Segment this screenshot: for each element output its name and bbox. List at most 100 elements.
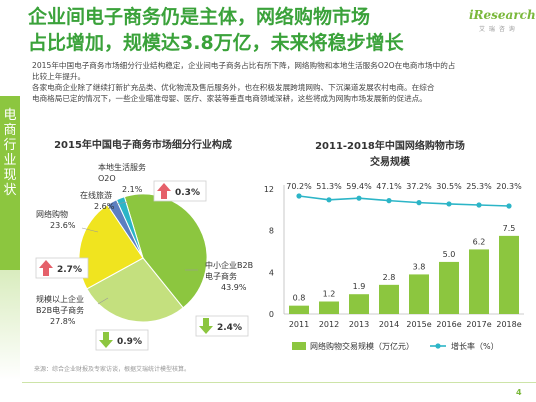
pie-slice <box>115 196 144 259</box>
pie-value-label: 2.1% <box>122 185 143 194</box>
pie-label: 本地生活服务 <box>98 162 146 172</box>
pie-leader-line <box>97 297 109 305</box>
intro-line: 各家电商企业除了继续打新扩充品类、优化物流及售后服务外，也在积极发展跨境网购、下… <box>32 83 435 92</box>
pie-label: 网络购物 <box>36 209 68 219</box>
bar-value-label: 6.2 <box>473 237 486 246</box>
bar-value-label: 7.5 <box>503 224 516 233</box>
legend-bar-label: 网络购物交易规模（万亿元） <box>310 341 414 351</box>
line-value-label: 59.4% <box>346 182 372 191</box>
page-title-line-1: 企业间电子商务仍是主体，网络购物市场 <box>28 6 371 28</box>
sidebar-tab <box>0 96 20 270</box>
page-number: 4 <box>516 388 522 397</box>
bar-value-label: 3.8 <box>413 262 426 271</box>
pie-leader-line <box>81 227 99 233</box>
line-value-label: 30.5% <box>436 182 462 191</box>
pie-label: 中小企业B2B <box>205 260 253 270</box>
bar <box>379 284 399 314</box>
bar-value-label: 1.2 <box>323 290 336 299</box>
pie-value-label: 43.9% <box>221 283 247 292</box>
x-tick-label: 2017e <box>466 320 491 329</box>
bar <box>499 235 519 314</box>
bar-chart-title-line-2: 交易规模 <box>370 155 411 168</box>
pie-chart-title: 2015年中国电子商务市场细分行业构成 <box>54 138 232 151</box>
bar <box>289 305 309 314</box>
pie-slice <box>123 193 208 309</box>
bar <box>409 274 429 314</box>
y-tick-label: 8 <box>269 227 274 236</box>
line-point <box>326 197 332 203</box>
x-tick-label: 2013 <box>349 320 369 329</box>
pie-label: B2B电子商务 <box>36 305 84 315</box>
logo-wordmark: iResearch <box>469 8 536 22</box>
bar-value-label: 5.0 <box>443 250 456 259</box>
change-value: 2.4% <box>217 323 242 333</box>
legend-line-point <box>435 343 441 349</box>
iresearch-logo: iResearch 艾 瑞 咨 询 <box>469 8 536 38</box>
pie-label: O2O <box>98 174 116 183</box>
change-value: 0.3% <box>175 188 200 198</box>
line-value-label: 25.3% <box>466 182 492 191</box>
bar-value-label: 2.8 <box>383 273 396 282</box>
pie-value-label: 23.6% <box>50 221 76 230</box>
line-value-label: 47.1% <box>376 182 402 191</box>
pie-label: 规模以上企业 <box>36 294 84 304</box>
pie-value-label: 27.8% <box>50 317 76 326</box>
footer-divider <box>22 382 536 383</box>
pie-slice <box>86 257 184 323</box>
line-value-label: 37.2% <box>406 182 432 191</box>
line-value-label: 51.3% <box>316 182 342 191</box>
x-tick-label: 2016e <box>436 320 461 329</box>
page-title: 企业间电子商务仍是主体，网络购物市场 占比增加，规模达3.8万亿，未来将稳步增长 <box>28 4 468 56</box>
pie-slice <box>78 204 144 290</box>
x-tick-label: 2015e <box>406 320 431 329</box>
line-point <box>356 195 362 201</box>
bar-value-label: 1.9 <box>353 282 366 291</box>
page-title-line-2: 占比增加，规模达3.8万亿，未来将稳步增长 <box>28 32 404 54</box>
bar <box>319 301 339 314</box>
line-value-label: 20.3% <box>496 182 522 191</box>
arrow-up-icon <box>157 183 171 199</box>
bar <box>349 294 369 314</box>
line-point <box>446 201 452 207</box>
line-point <box>296 193 302 199</box>
pie-value-label: 2.6% <box>94 202 115 211</box>
line-point <box>476 202 482 208</box>
sidebar-fade <box>0 270 20 380</box>
growth-line <box>298 195 510 207</box>
bar-chart-title-line-1: 2011-2018年中国网络购物市场 <box>315 139 465 152</box>
legend-bar-swatch <box>292 342 306 350</box>
x-tick-label: 2014 <box>379 320 399 329</box>
y-tick-label: 4 <box>269 268 274 277</box>
y-tick-label: 0 <box>269 310 274 319</box>
arrow-down-icon <box>99 332 113 348</box>
sidebar-label: 电商行业现状 <box>3 108 17 198</box>
bar <box>469 249 489 314</box>
line-point <box>416 200 422 206</box>
x-tick-label: 2018e <box>496 320 521 329</box>
x-tick-label: 2011 <box>289 320 309 329</box>
arrow-up-icon <box>39 260 53 276</box>
pie-leader-line <box>115 201 129 205</box>
change-value: 2.7% <box>57 265 82 275</box>
intro-text: 2015年中国电子商务市场细分行业结构稳定，企业间电子商务占比有所下降，网络购物… <box>32 60 532 104</box>
intro-line: 2015年中国电子商务市场细分行业结构稳定，企业间电子商务占比有所下降，网络购物… <box>32 61 456 70</box>
y-tick-label: 12 <box>264 185 274 194</box>
legend-line-label: 增长率（%） <box>451 341 499 351</box>
line-value-label: 70.2% <box>286 182 312 191</box>
change-value: 0.9% <box>117 337 142 347</box>
bar <box>439 261 459 314</box>
bar-value-label: 0.8 <box>293 294 306 303</box>
logo-subtitle: 艾 瑞 咨 询 <box>479 26 516 33</box>
line-point <box>386 198 392 204</box>
source-note: 来源：综合企业财报及专家访谈，根据艾瑞统计模型核算。 <box>34 366 191 373</box>
intro-line: 电商格局已定的情况下，一些企业瞄准母婴、医疗、家装等垂直电商领域深耕，这些将成为… <box>32 94 427 103</box>
x-tick-label: 2012 <box>319 320 339 329</box>
pie-label: 在线旅游 <box>80 190 112 200</box>
line-point <box>506 203 512 209</box>
intro-line: 比较上年提升。 <box>32 72 86 81</box>
arrow-down-icon <box>199 318 213 334</box>
pie-label: 电子商务 <box>205 271 237 281</box>
